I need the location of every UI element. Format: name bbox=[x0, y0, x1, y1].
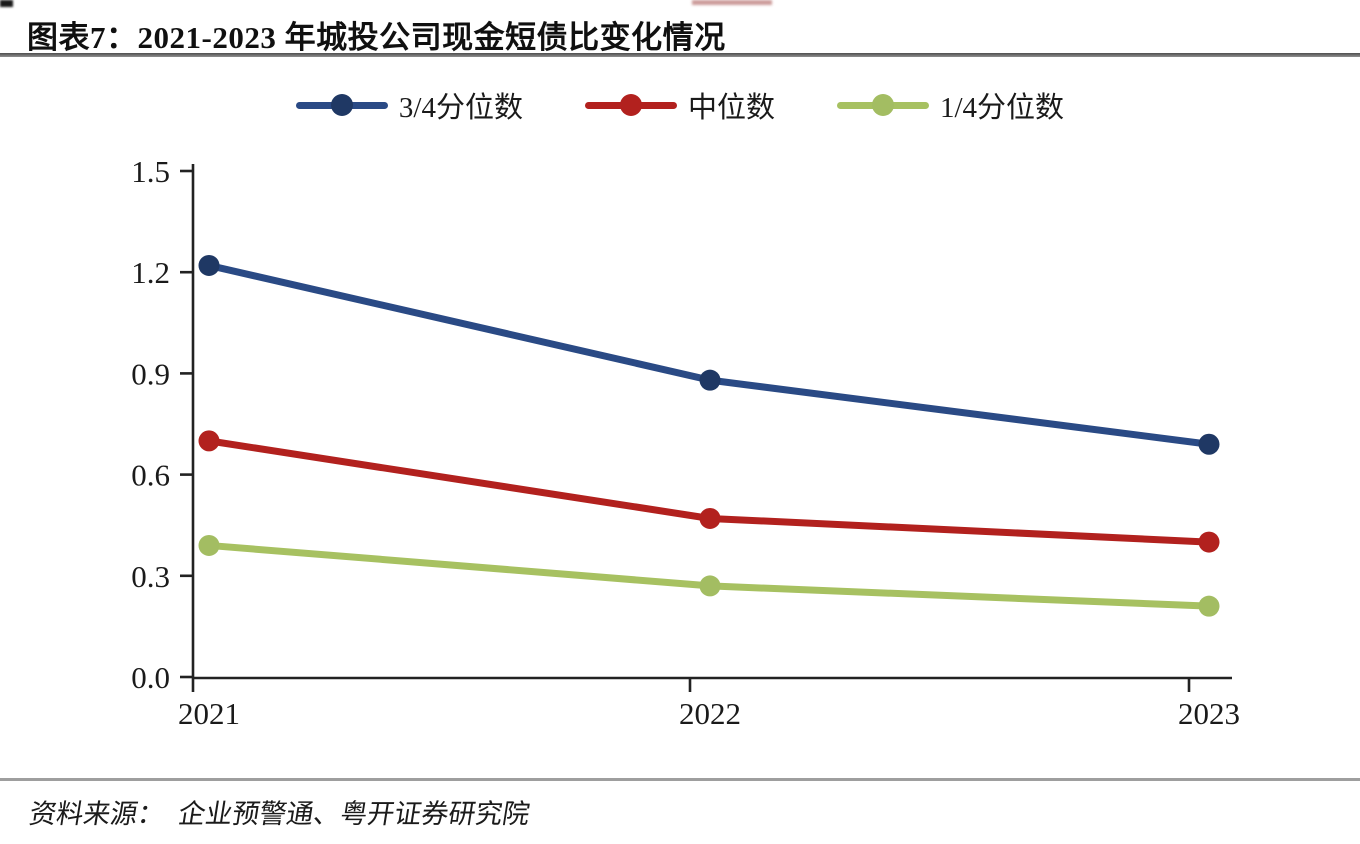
x-tick-label: 2021 bbox=[178, 696, 240, 731]
y-tick-label: 0.6 bbox=[131, 458, 170, 493]
legend-marker-icon bbox=[584, 94, 677, 116]
y-tick-label: 1.5 bbox=[131, 154, 170, 189]
data-point-marker bbox=[1198, 595, 1220, 617]
legend-marker-icon bbox=[295, 94, 388, 116]
cropped-content-fragment bbox=[0, 0, 13, 7]
chart-title: 图表7：2021-2023 年城投公司现金短债比变化情况 bbox=[27, 20, 726, 55]
legend-item: 1/4分位数 bbox=[837, 84, 1064, 126]
x-tick-label: 2022 bbox=[679, 696, 741, 731]
data-point-marker bbox=[198, 534, 220, 556]
legend-label: 1/4分位数 bbox=[940, 92, 1065, 124]
footer-divider bbox=[0, 778, 1360, 781]
cropped-content-fragment bbox=[692, 0, 772, 5]
chart-legend: 3/4分位数 中位数 1/4分位数 bbox=[0, 84, 1360, 126]
source-text: 企业预警通、粤开证券研究院 bbox=[176, 799, 532, 829]
data-point-marker bbox=[1198, 433, 1220, 455]
legend-label: 3/4分位数 bbox=[398, 92, 523, 124]
source-label: 资料来源： bbox=[27, 799, 167, 829]
legend-marker-icon bbox=[837, 94, 929, 116]
source-note: 资料来源： 企业预警通、粤开证券研究院 bbox=[27, 792, 533, 831]
y-tick-label: 0.9 bbox=[131, 356, 170, 391]
data-point-marker bbox=[198, 430, 220, 452]
y-tick-label: 0.3 bbox=[131, 559, 170, 594]
line-chart: 0.0 0.3 0.6 0.9 1.2 1.5 2021 2022 2023 bbox=[131, 154, 1240, 731]
legend-item: 3/4分位数 bbox=[295, 84, 523, 126]
data-point-marker bbox=[699, 369, 721, 391]
series-line bbox=[205, 261, 1213, 448]
title-divider bbox=[0, 53, 1360, 57]
data-point-marker bbox=[198, 254, 220, 276]
data-point-marker bbox=[699, 507, 721, 529]
y-tick-label: 0.0 bbox=[131, 660, 170, 695]
data-point-marker bbox=[1198, 531, 1220, 553]
legend-item: 中位数 bbox=[584, 84, 775, 126]
legend-label: 中位数 bbox=[687, 92, 775, 124]
x-tick-label: 2023 bbox=[1178, 696, 1240, 731]
data-point-marker bbox=[699, 575, 721, 597]
y-tick-label: 1.2 bbox=[131, 255, 170, 290]
